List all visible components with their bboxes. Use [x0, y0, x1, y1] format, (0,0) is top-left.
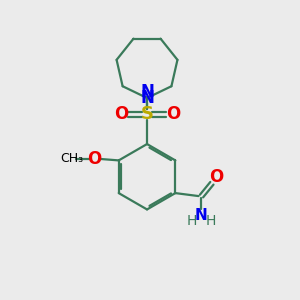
- Text: N: N: [140, 89, 154, 107]
- Text: O: O: [209, 168, 224, 186]
- Text: H: H: [187, 214, 197, 228]
- Text: O: O: [114, 105, 128, 123]
- Text: O: O: [166, 105, 180, 123]
- Text: O: O: [87, 150, 101, 168]
- Text: H: H: [206, 214, 216, 228]
- Text: N: N: [140, 83, 154, 101]
- Text: N: N: [195, 208, 208, 223]
- Text: CH₃: CH₃: [60, 152, 83, 165]
- Text: S: S: [140, 105, 154, 123]
